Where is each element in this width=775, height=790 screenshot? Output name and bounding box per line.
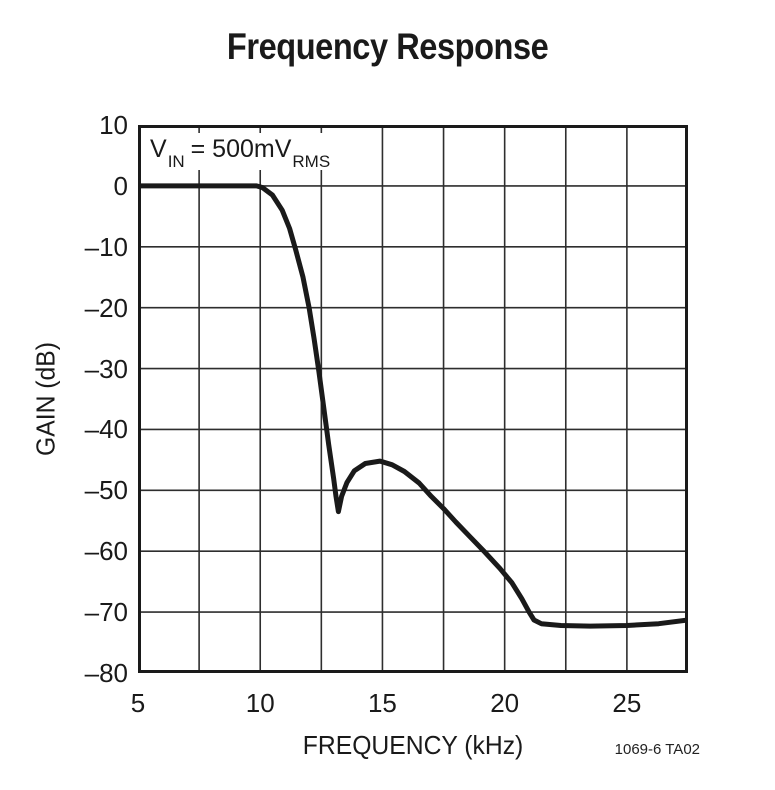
x-tick-label: 10: [245, 688, 275, 718]
chart-title-text: Frequency Response: [226, 26, 549, 67]
chart-title: Frequency Response: [0, 26, 775, 68]
plot-area: [138, 125, 688, 673]
gain-curve: [138, 183, 688, 629]
vin-annotation: VIN = 500mVRMS: [146, 133, 346, 171]
y-tick-label: –20: [84, 292, 128, 323]
vin-annotation-equals: = 500mV: [183, 135, 292, 163]
vin-annotation-base: V: [150, 135, 167, 163]
y-tick-label: –70: [84, 597, 128, 628]
y-tick-label: –80: [84, 658, 128, 688]
x-tick-label: 20: [490, 688, 520, 718]
vin-annotation-sub-rms: RMS: [292, 152, 331, 171]
y-tick-label: –30: [84, 353, 128, 384]
x-tick-label: 5: [130, 688, 146, 718]
figure-id: 1069-6 TA02: [614, 741, 700, 758]
y-tick-label: 10: [99, 110, 128, 140]
y-axis-title-text: GAIN (dB): [30, 342, 61, 456]
x-axis-title: FREQUENCY (kHz): [138, 730, 688, 761]
x-tick-label: 15: [367, 688, 397, 718]
plot-border: [138, 125, 688, 673]
y-tick-label: –40: [84, 414, 128, 445]
y-axis-title: GAIN (dB): [31, 339, 62, 459]
x-tick-label: 25: [612, 688, 642, 718]
vin-annotation-sub-in: IN: [167, 152, 185, 171]
y-tick-label: –60: [84, 536, 128, 567]
y-tick-label: 0: [113, 170, 128, 201]
x-axis-title-text: FREQUENCY (kHz): [302, 730, 524, 760]
y-tick-label: –10: [84, 231, 128, 262]
y-tick-label: –50: [84, 475, 128, 506]
